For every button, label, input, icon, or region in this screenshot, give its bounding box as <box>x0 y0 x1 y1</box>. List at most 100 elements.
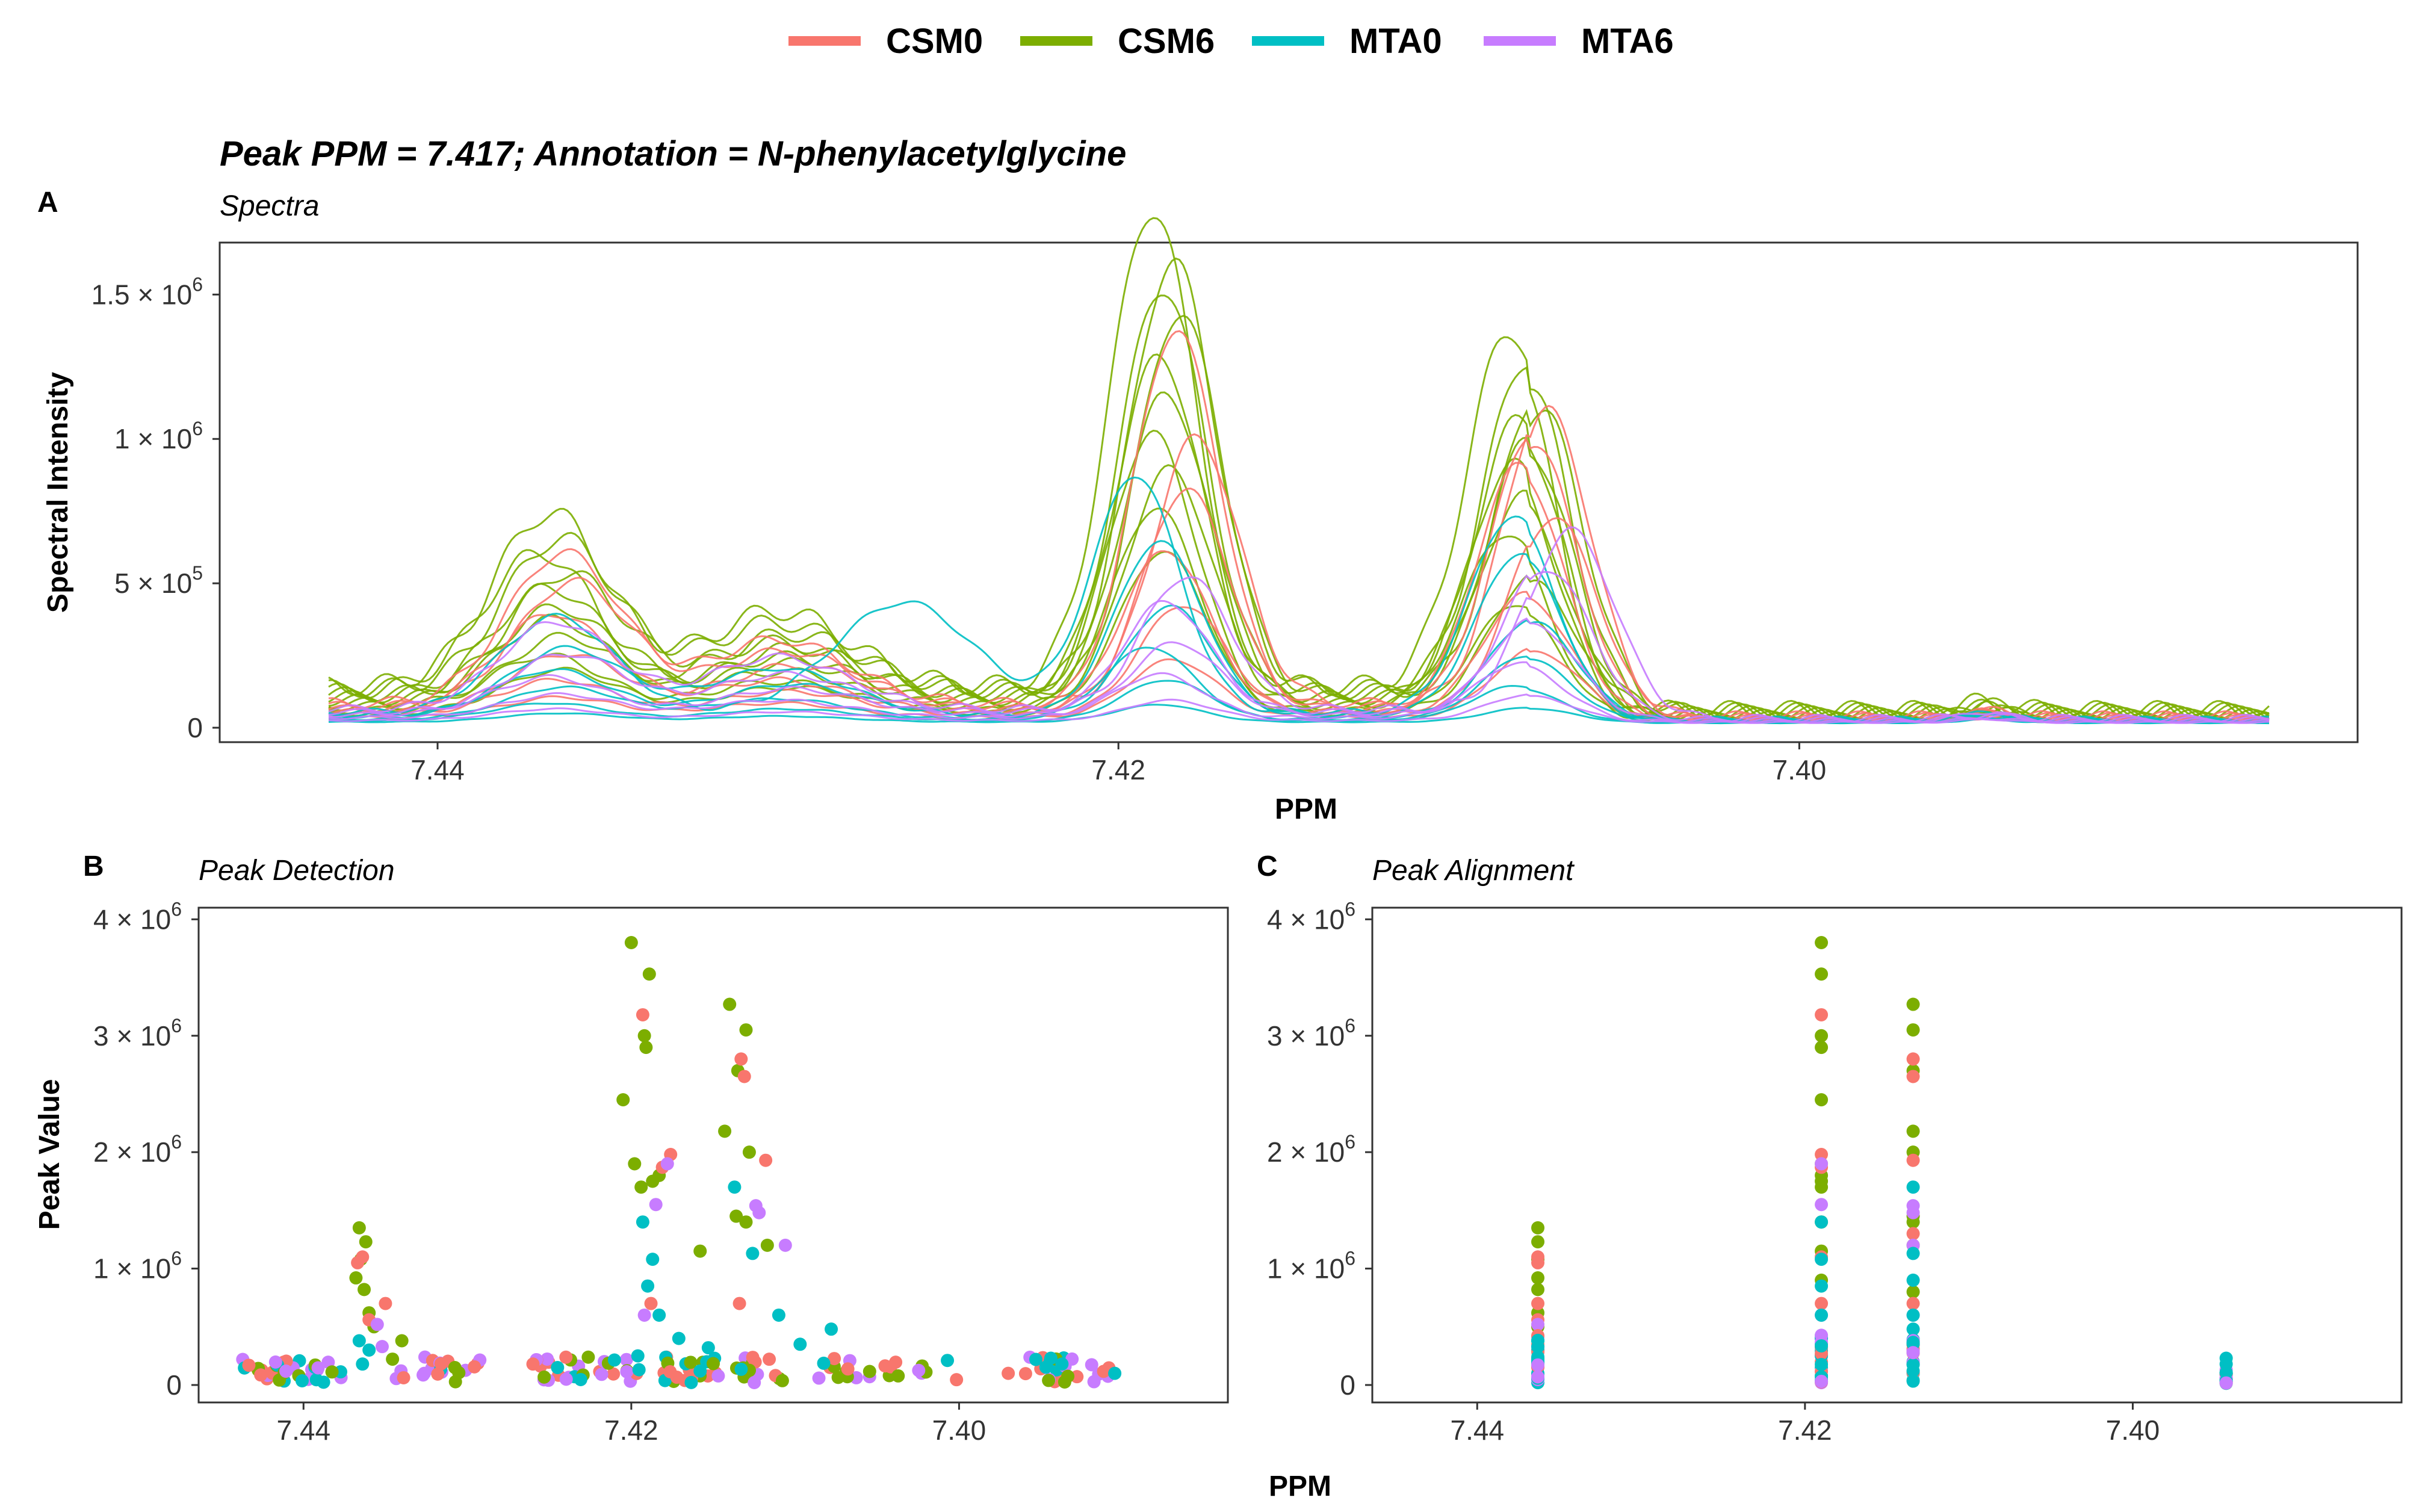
aligned-point-mta6 <box>1531 1370 1545 1384</box>
aligned-point-csm6 <box>1815 936 1829 950</box>
aligned-point-csm6 <box>1906 1215 1920 1229</box>
peak-point-csm0 <box>1002 1366 1015 1380</box>
peak-point-csm6 <box>359 1235 373 1249</box>
panel-a-xtick-label: 7.44 <box>410 754 465 785</box>
peak-point-csm6 <box>891 1369 905 1383</box>
peak-point-csm0 <box>379 1297 392 1310</box>
peak-point-mta0 <box>352 1334 366 1348</box>
panel-a-subtitle: Spectra <box>220 190 319 222</box>
peak-point-csm6 <box>634 1180 648 1194</box>
peak-point-mta0 <box>817 1356 831 1370</box>
peak-point-csm6 <box>1042 1374 1056 1387</box>
peak-point-mta0 <box>672 1331 686 1345</box>
peak-point-mta6 <box>620 1365 634 1378</box>
peak-point-csm0 <box>526 1357 540 1371</box>
legend-label-mta0: MTA0 <box>1349 22 1442 61</box>
panel-b-xtick-label: 7.42 <box>604 1414 658 1446</box>
peak-point-mta0 <box>574 1372 587 1386</box>
peak-point-csm0 <box>1018 1367 1032 1381</box>
peak-point-csm0 <box>746 1351 760 1365</box>
aligned-point-mta0 <box>1815 1308 1829 1322</box>
peak-point-mta0 <box>646 1253 660 1266</box>
peak-point-csm6 <box>693 1244 707 1258</box>
panel-a-y-axis-title: Spectral Intensity <box>42 372 74 613</box>
aligned-point-csm6 <box>1531 1235 1545 1249</box>
aligned-point-csm6 <box>1906 1023 1920 1037</box>
peak-point-csm0 <box>636 1008 649 1021</box>
peak-point-csm0 <box>878 1359 892 1373</box>
panel-b-xtick-label: 7.44 <box>277 1414 331 1446</box>
panel-c-x-ticks: 7.44 7.42 7.40 <box>1451 1402 2160 1446</box>
aligned-point-csm6 <box>1531 1271 1545 1285</box>
panel-a-xtick-label: 7.42 <box>1091 754 1145 785</box>
peak-point-mta0 <box>641 1279 655 1293</box>
peak-point-mta6 <box>279 1365 293 1378</box>
peak-point-csm0 <box>759 1153 773 1167</box>
aligned-point-mta6 <box>1531 1318 1545 1331</box>
peak-point-csm6 <box>775 1374 789 1387</box>
aligned-point-csm0 <box>1815 1148 1829 1162</box>
aligned-point-csm6 <box>1906 1124 1920 1138</box>
spectrum-line-mta6 <box>328 526 2270 723</box>
aligned-point-csm6 <box>1906 1285 1920 1299</box>
aligned-point-mta0 <box>1906 1322 1920 1336</box>
aligned-point-mta0 <box>1906 1308 1920 1322</box>
peak-point-csm6 <box>642 967 656 981</box>
panel-c-subtitle: Peak Alignment <box>1372 855 1575 887</box>
panel-a-y-ticks: 0 5 × 105 1 × 106 1.5 × 106 <box>91 273 220 743</box>
spectrum-line-mta6 <box>328 661 2269 724</box>
peak-point-mta0 <box>362 1343 376 1357</box>
peak-point-csm0 <box>841 1362 855 1376</box>
aligned-point-mta0 <box>1906 1358 1920 1372</box>
peak-point-mta0 <box>772 1308 785 1322</box>
peak-point-csm0 <box>254 1368 268 1382</box>
peak-point-csm0 <box>950 1373 964 1387</box>
peak-point-mta6 <box>649 1198 663 1212</box>
peak-point-mta6 <box>595 1368 609 1381</box>
spectrum-line-mta6 <box>328 617 2270 723</box>
panel-c-xtick-label: 7.40 <box>2106 1414 2160 1446</box>
peak-point-mta0 <box>1029 1352 1042 1366</box>
peak-point-csm6 <box>637 1029 651 1043</box>
peak-point-csm6 <box>646 1174 660 1188</box>
legend-item-csm6: CSM6 <box>1020 22 1215 61</box>
panel-c-ytick-label: 4 × 106 <box>1267 898 1355 935</box>
aligned-point-mta0 <box>1906 1247 1920 1260</box>
peak-point-csm6 <box>684 1356 698 1369</box>
legend: CSM0 CSM6 MTA0 MTA6 <box>788 22 1674 61</box>
panel-b-frame <box>197 906 1229 1404</box>
legend-label-csm6: CSM6 <box>1118 22 1215 61</box>
panel-c-frame <box>1371 906 2403 1404</box>
peak-point-mta0 <box>793 1337 807 1351</box>
peak-point-csm6 <box>628 1157 642 1171</box>
peak-point-csm0 <box>431 1367 445 1381</box>
aligned-point-csm0 <box>1906 1227 1920 1241</box>
peak-point-csm6 <box>718 1124 732 1138</box>
peak-point-csm6 <box>739 1023 753 1037</box>
peak-point-csm0 <box>397 1371 410 1384</box>
peak-point-csm6 <box>581 1350 595 1364</box>
peak-point-csm0 <box>607 1367 621 1381</box>
peak-point-csm0 <box>351 1256 365 1269</box>
aligned-point-csm0 <box>1906 1052 1920 1066</box>
panel-a-tag: A <box>37 187 58 218</box>
panel-a-ytick-label: 5 × 105 <box>114 562 203 599</box>
peak-point-mta6 <box>559 1372 573 1386</box>
peak-point-csm0 <box>468 1360 482 1374</box>
spectra-lines <box>328 217 2270 725</box>
panel-b: B Peak Detection 0 1 × 106 2 × 106 3 × 106 4… <box>34 850 1229 1446</box>
peak-point-csm6 <box>448 1361 462 1375</box>
panel-a-ytick-label: 1.5 × 106 <box>91 273 203 310</box>
aligned-point-mta0 <box>1531 1340 1545 1354</box>
legend-item-csm0: CSM0 <box>788 22 983 61</box>
aligned-point-csm0 <box>1906 1297 1920 1310</box>
aligned-point-csm6 <box>1531 1283 1545 1297</box>
panel-c-ytick-label: 0 <box>1340 1369 1355 1401</box>
peak-point-mta6 <box>637 1308 651 1322</box>
panel-b-ytick-label: 2 × 106 <box>93 1131 182 1168</box>
aligned-point-mta0 <box>1906 1180 1920 1194</box>
aligned-point-csm0 <box>1906 1070 1920 1083</box>
peak-point-mta0 <box>356 1357 370 1371</box>
panel-a-xtick-label: 7.40 <box>1773 754 1827 785</box>
